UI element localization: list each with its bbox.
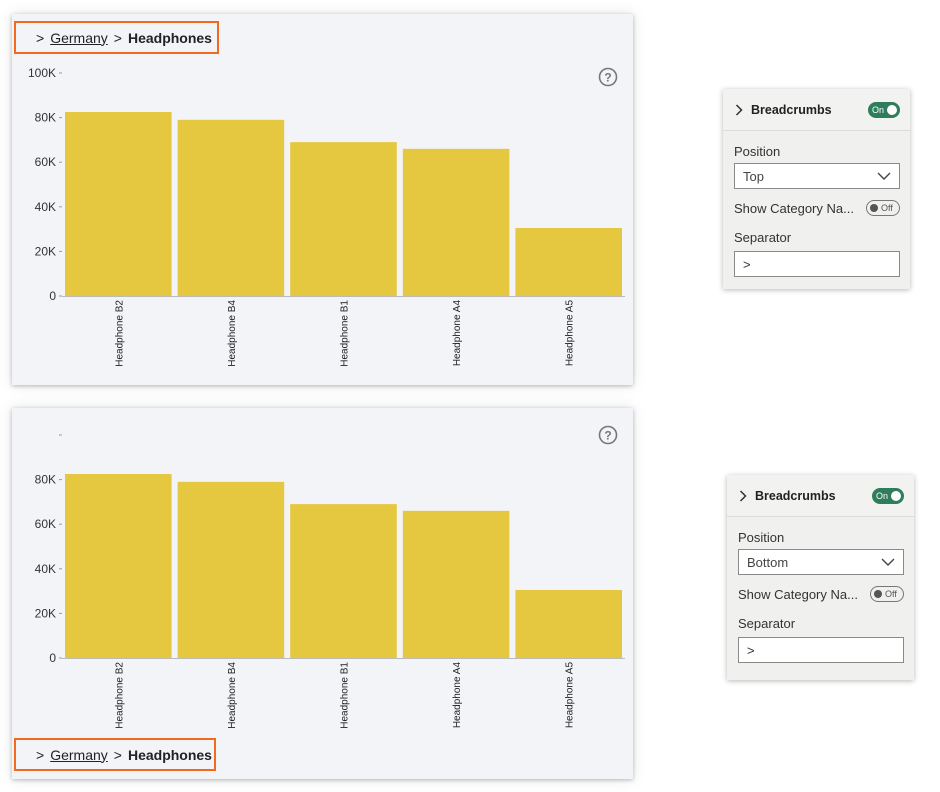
breadcrumb-separator: > xyxy=(36,746,45,763)
y-tick-label: 60K xyxy=(35,155,56,169)
bar xyxy=(402,148,510,296)
breadcrumbs-toggle[interactable]: On xyxy=(872,487,904,504)
bar-chart-top: 0 20K 40K 60K 80K 100K Headphone B2 Headphone B… xyxy=(28,66,625,367)
separator-input[interactable]: > xyxy=(738,637,904,663)
x-tick-label: Headphone B2 xyxy=(114,300,125,367)
y-tick-label: 80K xyxy=(35,111,56,125)
y-tick-label: 100K xyxy=(28,66,56,80)
breadcrumb-current: Headphones xyxy=(127,746,212,763)
y-tick-label: 80K xyxy=(35,473,56,487)
bar xyxy=(515,589,622,658)
y-tick-label: 40K xyxy=(35,562,56,576)
help-icon[interactable]: ? xyxy=(598,67,618,87)
breadcrumb-separator: > xyxy=(113,29,122,46)
y-tick-label: 60K xyxy=(35,517,56,531)
position-dropdown[interactable]: Top xyxy=(734,163,900,189)
bar xyxy=(177,119,285,296)
separator-label: Separator xyxy=(734,230,792,245)
separator-input[interactable]: > xyxy=(734,251,900,277)
chevron-right-icon[interactable] xyxy=(739,489,747,502)
x-tick-label: Headphone A5 xyxy=(565,662,576,729)
bar xyxy=(65,474,172,658)
bar xyxy=(290,504,397,658)
breadcrumb-current: Headphones xyxy=(127,29,212,46)
svg-text:?: ? xyxy=(604,71,611,85)
bar xyxy=(290,142,397,296)
show-category-toggle[interactable]: Off xyxy=(866,200,900,216)
breadcrumb-link-germany[interactable]: Germany xyxy=(50,746,108,763)
x-tick-label: Headphone B2 xyxy=(114,662,125,729)
chevron-down-icon xyxy=(881,558,895,566)
chevron-down-icon xyxy=(877,172,891,180)
breadcrumbs-format-panel-bottom: Breadcrumbs On Position Bottom Show Cate… xyxy=(727,475,914,680)
bar xyxy=(177,481,285,658)
breadcrumb-bottom: > Germany > Headphones xyxy=(14,738,216,771)
show-category-label: Show Category Na... xyxy=(738,586,858,602)
y-tick-label: 0 xyxy=(49,289,56,303)
bar-chart-bottom: 0 20K 40K 60K 80K Headphone B2 Headphone B4 Hea… xyxy=(35,434,625,729)
breadcrumb-separator: > xyxy=(36,29,45,46)
bar xyxy=(402,510,510,658)
x-tick-label: Headphone B4 xyxy=(227,662,238,729)
bar xyxy=(515,227,622,296)
panel-header[interactable]: Breadcrumbs On xyxy=(727,475,914,517)
panel-header[interactable]: Breadcrumbs On xyxy=(723,89,910,131)
show-category-toggle[interactable]: Off xyxy=(870,586,904,602)
panel-title: Breadcrumbs xyxy=(751,102,832,117)
x-tick-label: Headphone A4 xyxy=(452,300,463,367)
position-label: Position xyxy=(734,144,781,159)
breadcrumb-top: > Germany > Headphones xyxy=(14,21,219,54)
x-tick-label: Headphone A4 xyxy=(452,662,463,729)
y-tick-label: 20K xyxy=(35,606,56,620)
x-tick-label: Headphone A5 xyxy=(565,300,576,367)
y-tick-label: 40K xyxy=(35,200,56,214)
breadcrumb-link-germany[interactable]: Germany xyxy=(50,29,108,46)
y-tick-label: 20K xyxy=(35,244,56,258)
bottom-visual-card: ? 0 20K 40K 60K 80K Headphone B2 Headphone B4 H… xyxy=(12,408,633,779)
x-tick-label: Headphone B1 xyxy=(340,300,351,367)
separator-label: Separator xyxy=(738,616,796,631)
breadcrumbs-format-panel-top: Breadcrumbs On Position Top Show Categor… xyxy=(723,89,910,289)
svg-text:?: ? xyxy=(604,429,611,443)
x-tick-label: Headphone B4 xyxy=(227,300,238,367)
breadcrumbs-toggle[interactable]: On xyxy=(868,101,900,118)
top-visual-card: > Germany > Headphones ? 0 20K 40K 60K 80K 10… xyxy=(12,14,633,385)
chevron-right-icon[interactable] xyxy=(735,103,743,116)
breadcrumb-separator: > xyxy=(113,746,122,763)
bar xyxy=(65,112,172,297)
help-icon[interactable]: ? xyxy=(598,425,618,445)
panel-title: Breadcrumbs xyxy=(755,488,836,503)
x-tick-label: Headphone B1 xyxy=(340,662,351,729)
show-category-label: Show Category Na... xyxy=(734,200,854,216)
position-dropdown[interactable]: Bottom xyxy=(738,549,904,575)
position-label: Position xyxy=(738,530,785,545)
position-value: Top xyxy=(743,168,764,184)
y-tick-label: 0 xyxy=(49,651,56,665)
position-value: Bottom xyxy=(747,554,789,570)
